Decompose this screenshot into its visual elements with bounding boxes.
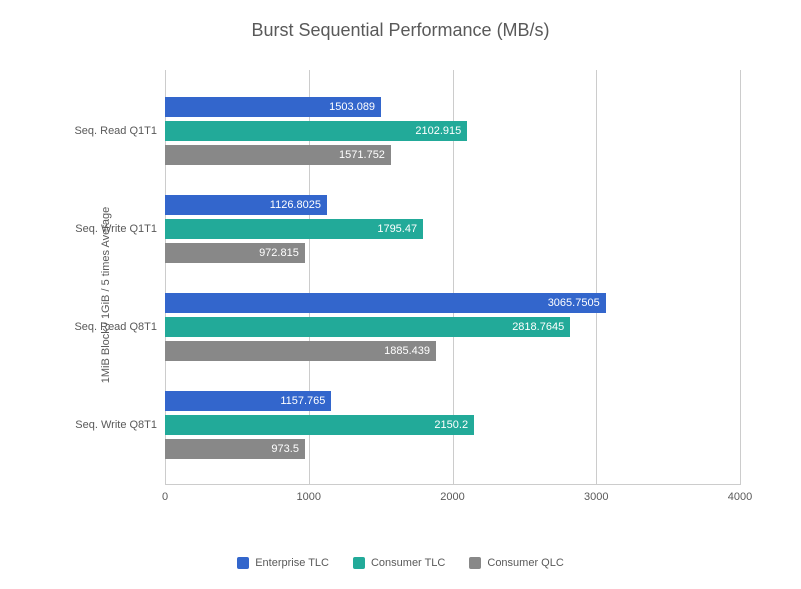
bar-value-label: 972.815 — [259, 247, 299, 259]
x-tick-label: 0 — [162, 491, 168, 503]
gridline — [740, 70, 741, 485]
legend-item: Enterprise TLC — [237, 557, 329, 569]
bar-value-label: 1126.8025 — [270, 199, 321, 211]
bar: 1157.765 — [165, 391, 331, 411]
category-label: Seq. Write Q1T1 — [75, 223, 157, 235]
bar: 1571.752 — [165, 145, 391, 165]
bar-value-label: 2818.7645 — [512, 321, 564, 333]
category-group: Seq. Read Q8T13065.75052818.76451885.439 — [165, 293, 740, 361]
legend-label: Enterprise TLC — [255, 557, 329, 569]
bar: 2150.2 — [165, 415, 474, 435]
category-group: Seq. Write Q1T11126.80251795.47972.815 — [165, 195, 740, 263]
bar: 973.5 — [165, 439, 305, 459]
x-tick-label: 1000 — [297, 491, 321, 503]
bar-value-label: 1157.765 — [280, 395, 325, 407]
bar-value-label: 3065.7505 — [548, 297, 600, 309]
x-tick-label: 3000 — [584, 491, 608, 503]
legend-swatch — [353, 557, 365, 569]
bar: 1795.47 — [165, 219, 423, 239]
legend-label: Consumer TLC — [371, 557, 445, 569]
bar-value-label: 2150.2 — [434, 419, 468, 431]
category-group: Seq. Read Q1T11503.0892102.9151571.752 — [165, 97, 740, 165]
chart-container: Burst Sequential Performance (MB/s) 1MiB… — [0, 0, 801, 589]
category-label: Seq. Read Q8T1 — [74, 321, 157, 333]
bar: 1126.8025 — [165, 195, 327, 215]
bar-value-label: 1885.439 — [384, 345, 430, 357]
legend-swatch — [237, 557, 249, 569]
plot-area: 01000200030004000Seq. Read Q1T11503.0892… — [165, 70, 740, 485]
bar: 2102.915 — [165, 121, 467, 141]
bar-value-label: 973.5 — [271, 443, 299, 455]
legend: Enterprise TLC Consumer TLC Consumer QLC — [0, 557, 801, 569]
category-label: Seq. Write Q8T1 — [75, 419, 157, 431]
legend-label: Consumer QLC — [487, 557, 563, 569]
bar-value-label: 1503.089 — [329, 101, 375, 113]
legend-swatch — [469, 557, 481, 569]
legend-item: Consumer QLC — [469, 557, 563, 569]
x-tick-label: 2000 — [440, 491, 464, 503]
bar-value-label: 1795.47 — [377, 223, 417, 235]
bar: 972.815 — [165, 243, 305, 263]
bar: 2818.7645 — [165, 317, 570, 337]
bar-value-label: 1571.752 — [339, 149, 385, 161]
bar: 1503.089 — [165, 97, 381, 117]
bar-value-label: 2102.915 — [415, 125, 461, 137]
category-label: Seq. Read Q1T1 — [74, 125, 157, 137]
bar: 1885.439 — [165, 341, 436, 361]
x-tick-label: 4000 — [728, 491, 752, 503]
category-group: Seq. Write Q8T11157.7652150.2973.5 — [165, 391, 740, 459]
chart-title: Burst Sequential Performance (MB/s) — [0, 20, 801, 41]
bar: 3065.7505 — [165, 293, 606, 313]
legend-item: Consumer TLC — [353, 557, 445, 569]
